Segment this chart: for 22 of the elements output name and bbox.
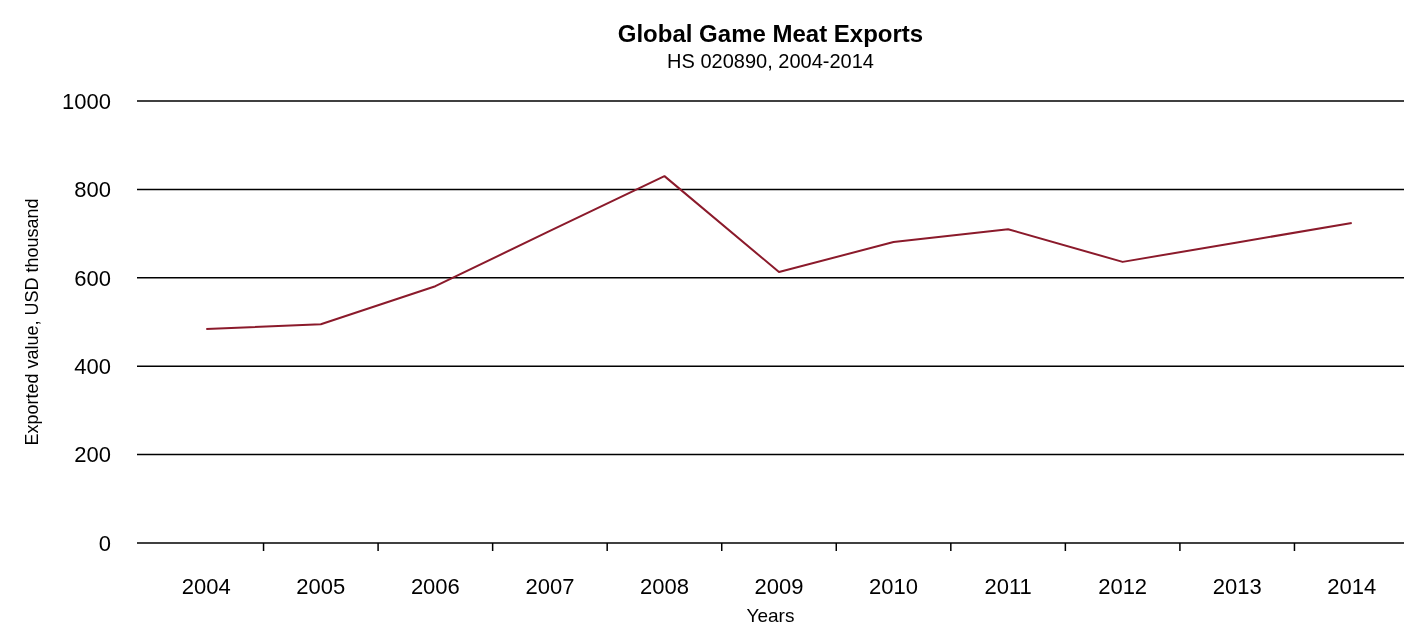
x-tick-label: 2006 [410,574,460,599]
x-tick-label: 2012 [1098,574,1148,599]
x-tick-label: 2004 [181,574,231,599]
x-tick-label: 2007 [525,574,575,599]
x-axis-title: Years [746,605,795,626]
x-tick-label: 2011 [984,574,1032,599]
y-tick-label: 800 [74,177,111,203]
y-tick-label: 400 [74,353,111,379]
y-axis-title: Exported value, USD thousand [22,198,42,446]
y-tick-label: 600 [74,265,111,291]
x-tick-label: 2010 [869,574,919,599]
y-tick-label: 0 [98,530,111,556]
y-tick-label: 200 [74,442,111,468]
chart-subtitle: HS 020890, 2004-2014 [667,50,874,72]
x-tick-label: 2005 [296,574,346,599]
chart-title: Global Game Meat Exports [617,20,924,47]
line-series [205,175,1353,331]
x-tick-label: 2014 [1327,574,1377,599]
y-tick-label: 1000 [62,88,111,114]
x-tick-label: 2013 [1212,574,1262,599]
x-tick-label: 2009 [754,574,804,599]
x-tick-label: 2008 [639,574,689,599]
